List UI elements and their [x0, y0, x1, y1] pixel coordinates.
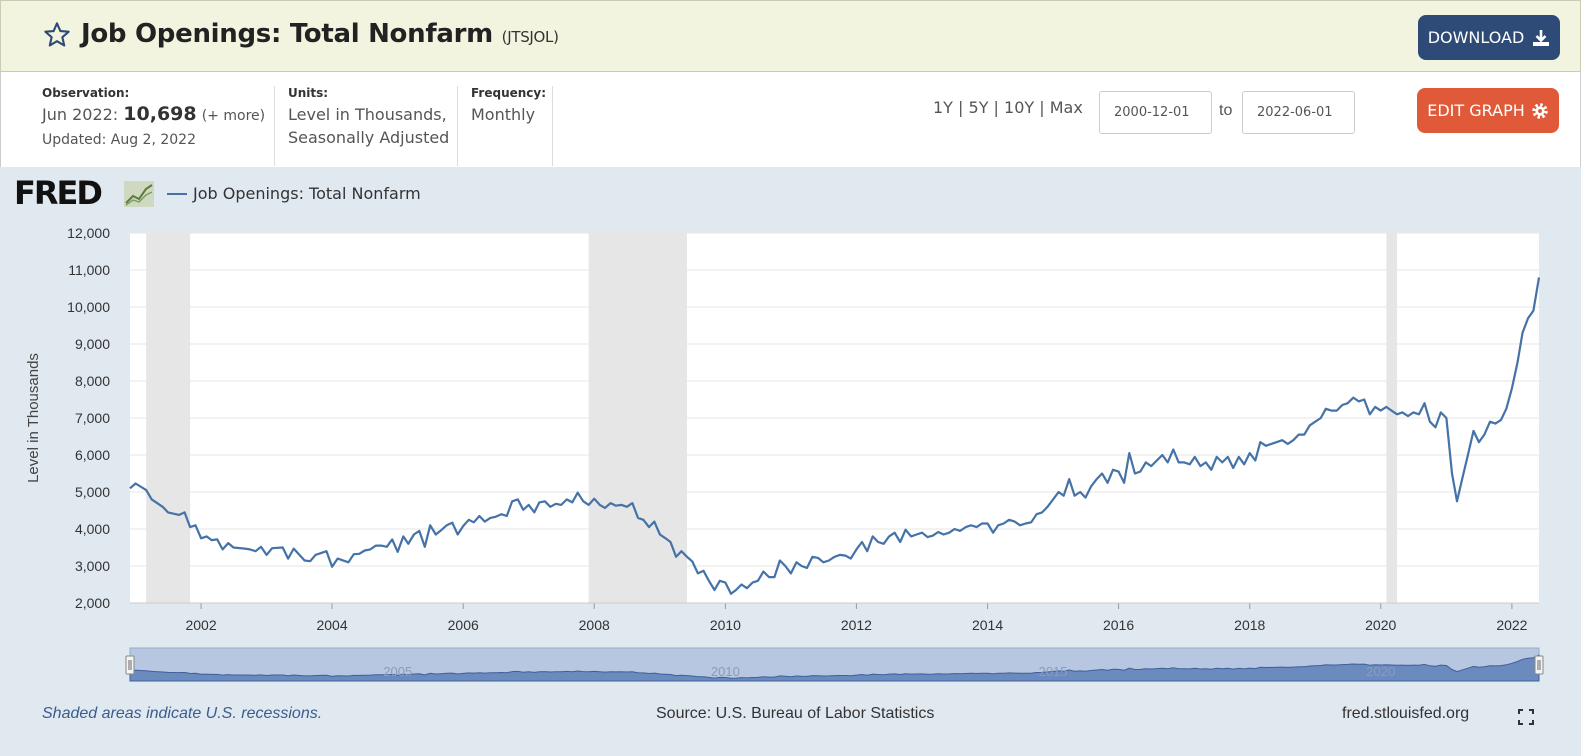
x-tick-label: 2004 [316, 617, 347, 633]
x-tick-label: 2018 [1234, 617, 1265, 633]
x-tick-label: 2022 [1496, 617, 1527, 633]
units-line-1: Level in Thousands, [288, 105, 447, 124]
units-label: Units: [288, 86, 329, 100]
x-tick-label: 2002 [185, 617, 216, 633]
source-credit: Source: U.S. Bureau of Labor Statistics [656, 705, 935, 722]
y-tick-label: 2,000 [75, 595, 110, 611]
y-tick-label: 11,000 [68, 262, 110, 278]
navigator-label: 2015 [1039, 664, 1068, 679]
more-link[interactable]: (+ more) [201, 108, 266, 124]
units-block: Units: Level in Thousands, Seasonally Ad… [288, 86, 449, 168]
edit-graph-label: EDIT GRAPH [1427, 101, 1525, 120]
navigator-label: 2010 [711, 664, 740, 679]
x-tick-label: 2016 [1103, 617, 1134, 633]
y-tick-label: 7,000 [75, 410, 110, 426]
navigator-label: 2020 [1366, 664, 1395, 679]
site-url[interactable]: fred.stlouisfed.org [1342, 705, 1470, 722]
recession-note: Shaded areas indicate U.S. recessions. [42, 705, 323, 722]
start-date-input[interactable]: 2000-12-01 [1099, 91, 1212, 134]
x-tick-label: 2012 [841, 617, 872, 633]
frequency-label: Frequency: [471, 86, 547, 100]
fred-graph-icon [124, 181, 154, 207]
end-date-input[interactable]: 2022-06-01 [1242, 91, 1355, 134]
legend-swatch [167, 192, 187, 195]
navigator-label: 2005 [383, 664, 412, 679]
navigator-series [129, 654, 1540, 682]
page-header: Job Openings: Total Nonfarm (JTSJOL) DOW… [0, 0, 1581, 72]
observation-value-line: Jun 2022: 10,698 (+ more) [42, 103, 265, 128]
range-selector[interactable]: 1Y | 5Y | 10Y | Max [933, 98, 1083, 117]
x-tick-label: 2006 [448, 617, 479, 633]
x-tick-label: 2014 [972, 617, 1003, 633]
y-tick-label: 3,000 [75, 558, 110, 574]
y-tick-label: 12,000 [67, 225, 110, 241]
divider [457, 86, 458, 166]
navigator-handle [125, 655, 135, 675]
navigator-handle [1534, 655, 1544, 675]
frequency-value: Monthly [471, 105, 536, 124]
units-line-2: Seasonally Adjusted [288, 128, 450, 147]
y-tick-label: 8,000 [75, 373, 110, 389]
y-axis-label: Level in Thousands [25, 353, 42, 483]
download-label: DOWNLOAD [1427, 28, 1525, 47]
y-tick-label: 4,000 [75, 521, 110, 537]
observation-label: Observation: [42, 86, 130, 100]
series-line [129, 277, 1541, 595]
series-id: (JTSJOL) [501, 28, 559, 46]
frequency-block: Frequency: Monthly [471, 86, 546, 168]
star-icon[interactable] [43, 21, 71, 49]
gear-icon [1532, 102, 1548, 119]
y-tick-label: 10,000 [67, 299, 110, 315]
x-tick-label: 2008 [579, 617, 610, 633]
download-icon [1533, 29, 1550, 46]
observation-value: 10,698 [123, 103, 197, 125]
observation-block: Observation: Jun 2022: 10,698 (+ more) U… [42, 86, 265, 168]
download-button[interactable]: DOWNLOAD [1418, 15, 1560, 60]
y-tick-label: 6,000 [75, 447, 110, 463]
chart-legend[interactable]: Job Openings: Total Nonfarm [167, 184, 421, 203]
observation-date: Jun 2022: [42, 105, 119, 124]
y-tick-label: 5,000 [75, 484, 110, 500]
legend-label: Job Openings: Total Nonfarm [193, 184, 421, 203]
updated-date: Updated: Aug 2, 2022 [42, 132, 196, 148]
x-tick-label: 2020 [1365, 617, 1396, 633]
divider [274, 86, 275, 166]
edit-graph-button[interactable]: EDIT GRAPH [1417, 88, 1559, 133]
fred-logo: FRED [14, 174, 103, 212]
fullscreen-icon[interactable] [1518, 709, 1534, 725]
series-title-text: Job Openings: Total Nonfarm [81, 19, 493, 49]
divider [552, 86, 553, 166]
to-label: to [1219, 102, 1233, 119]
y-tick-label: 9,000 [75, 336, 110, 352]
x-tick-label: 2010 [710, 617, 741, 633]
info-bar [0, 72, 1581, 167]
series-title: Job Openings: Total Nonfarm (JTSJOL) [81, 19, 559, 49]
